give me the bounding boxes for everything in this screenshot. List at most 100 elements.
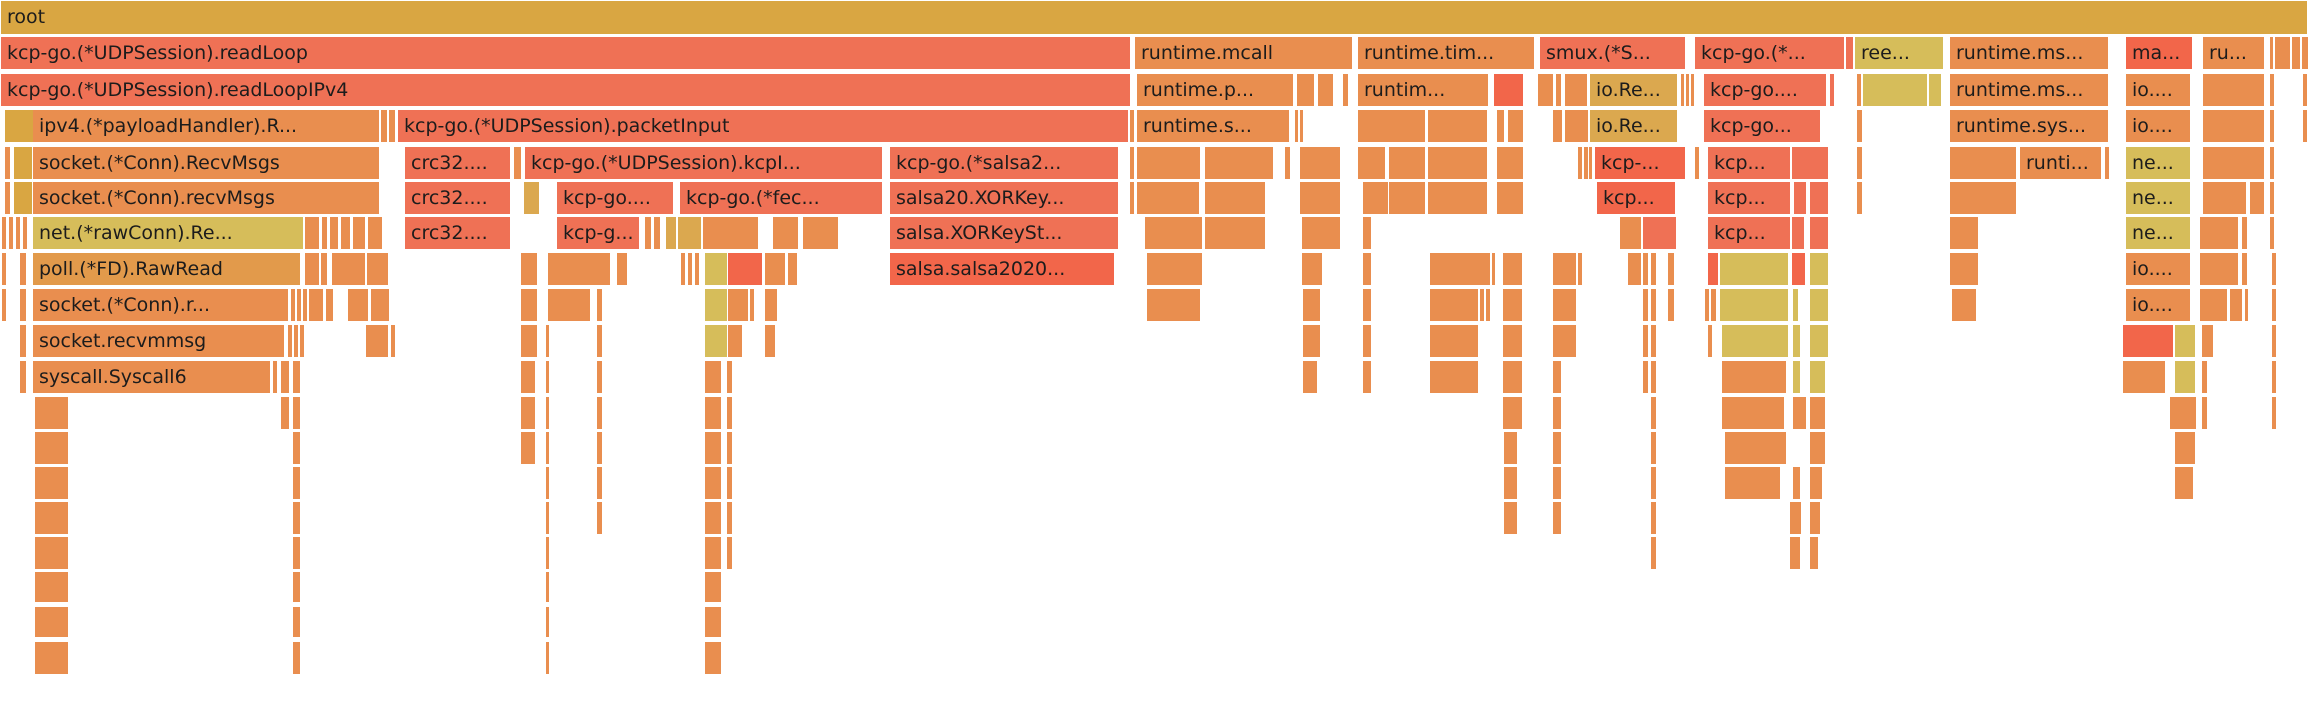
frame-cell[interactable]	[348, 289, 368, 321]
frame-cell[interactable]	[1720, 253, 1788, 285]
frame-cell[interactable]	[546, 467, 549, 499]
frame-cell[interactable]	[2170, 397, 2196, 429]
frame-socket-recvmmsg[interactable]: socket.recvmmsg	[33, 325, 284, 357]
frame-kcp-go[interactable]: kcp-go....	[557, 182, 673, 214]
frame-io[interactable]: io....	[2126, 74, 2190, 106]
frame-cell[interactable]	[1643, 361, 1648, 393]
frame-cell[interactable]	[705, 537, 721, 569]
frame-cell[interactable]	[1494, 74, 1523, 106]
frame-cell[interactable]	[2302, 37, 2308, 69]
frame-cell[interactable]	[330, 217, 338, 249]
frame-cell[interactable]	[1584, 147, 1588, 179]
frame-cell[interactable]	[353, 217, 365, 249]
frame-kcp-go-udpsession-packetinput[interactable]: kcp-go.(*UDPSession).packetInput	[398, 110, 1128, 142]
frame-cell[interactable]	[546, 361, 549, 393]
frame-cell[interactable]	[728, 253, 762, 285]
frame-kcp[interactable]: kcp...	[1708, 147, 1790, 179]
frame-cell[interactable]	[1628, 253, 1641, 285]
frame-cell[interactable]	[1492, 253, 1495, 285]
frame-cell[interactable]	[2123, 325, 2173, 357]
frame-cell[interactable]	[35, 502, 68, 534]
frame-ree[interactable]: ree...	[1855, 37, 1943, 69]
frame-cell[interactable]	[293, 467, 300, 499]
frame-cell[interactable]	[1668, 289, 1674, 321]
frame-cell[interactable]	[1578, 253, 1582, 285]
frame-kcp[interactable]: kcp...	[1597, 182, 1675, 214]
frame-cell[interactable]	[5, 110, 35, 142]
frame-cell[interactable]	[1589, 147, 1592, 179]
frame-poll-fd-rawread[interactable]: poll.(*FD).RawRead	[33, 253, 300, 285]
frame-cell[interactable]	[727, 502, 732, 534]
frame-cell[interactable]	[1681, 74, 1684, 106]
frame-cell[interactable]	[1810, 289, 1828, 321]
frame-cell[interactable]	[1130, 110, 1134, 142]
frame-cell[interactable]	[2, 253, 6, 285]
frame-cell[interactable]	[727, 361, 732, 393]
frame-cell[interactable]	[1929, 74, 1941, 106]
frame-cell[interactable]	[803, 217, 838, 249]
frame-cell[interactable]	[1430, 361, 1478, 393]
frame-cell[interactable]	[1508, 110, 1523, 142]
frame-cell[interactable]	[35, 467, 68, 499]
frame-runtime-p[interactable]: runtime.p...	[1137, 74, 1293, 106]
frame-cell[interactable]	[1363, 325, 1371, 357]
frame-cell[interactable]	[1300, 147, 1340, 179]
frame-cell[interactable]	[305, 253, 319, 285]
frame-socket-conn-r[interactable]: socket.(*Conn).r...	[33, 289, 288, 321]
frame-kcp-g[interactable]: kcp-g...	[557, 217, 639, 249]
frame-cell[interactable]	[9, 217, 13, 249]
frame-cell[interactable]	[341, 217, 350, 249]
frame-cell[interactable]	[521, 325, 537, 357]
frame-cell[interactable]	[728, 325, 742, 357]
frame-cell[interactable]	[1553, 110, 1562, 142]
frame-cell[interactable]	[681, 253, 685, 285]
frame-cell[interactable]	[1686, 74, 1689, 106]
frame-cell[interactable]	[703, 217, 758, 249]
frame-crc32[interactable]: crc32....	[405, 217, 510, 249]
frame-cell[interactable]	[1302, 217, 1340, 249]
frame-cell[interactable]	[1708, 325, 1712, 357]
frame-cell[interactable]	[1722, 361, 1786, 393]
frame-cell[interactable]	[705, 572, 721, 602]
frame-cell[interactable]	[1794, 182, 1806, 214]
frame-kcp-go-fec[interactable]: kcp-go.(*fec...	[680, 182, 882, 214]
frame-cell[interactable]	[1950, 182, 2016, 214]
frame-ma[interactable]: ma...	[2126, 37, 2192, 69]
frame-runtim[interactable]: runtim...	[1358, 74, 1488, 106]
frame-cell[interactable]	[14, 147, 32, 179]
frame-cell[interactable]	[2175, 467, 2193, 499]
frame-cell[interactable]	[368, 217, 382, 249]
frame-cell[interactable]	[1691, 74, 1694, 106]
frame-kcp-go[interactable]: kcp-go...	[1704, 110, 1820, 142]
frame-cell[interactable]	[546, 502, 549, 534]
frame-cell[interactable]	[521, 253, 537, 285]
frame-cell[interactable]	[546, 397, 549, 429]
frame-cell[interactable]	[1830, 74, 1834, 106]
frame-cell[interactable]	[1950, 253, 1978, 285]
frame-cell[interactable]	[597, 502, 602, 534]
frame-cell[interactable]	[2175, 361, 2195, 393]
frame-cell[interactable]	[1857, 147, 1862, 179]
frame-cell[interactable]	[300, 325, 304, 357]
frame-cell[interactable]	[1651, 432, 1656, 464]
frame-cell[interactable]	[1643, 253, 1648, 285]
frame-cell[interactable]	[293, 361, 300, 393]
frame-io[interactable]: io....	[2126, 253, 2190, 285]
frame-cell[interactable]	[1556, 74, 1561, 106]
frame-cell[interactable]	[1363, 289, 1371, 321]
frame-cell[interactable]	[2272, 289, 2276, 321]
frame-cell[interactable]	[1300, 110, 1303, 142]
frame-cell[interactable]	[1389, 182, 1425, 214]
frame-cell[interactable]	[1553, 361, 1561, 393]
frame-cell[interactable]	[1504, 432, 1517, 464]
frame-cell[interactable]	[765, 325, 775, 357]
frame-cell[interactable]	[1497, 182, 1523, 214]
frame-cell[interactable]	[1137, 147, 1200, 179]
frame-cell[interactable]	[367, 253, 388, 285]
frame-cell[interactable]	[1810, 361, 1825, 393]
frame-cell[interactable]	[1651, 361, 1656, 393]
frame-cell[interactable]	[1565, 74, 1587, 106]
frame-syscall-syscall6[interactable]: syscall.Syscall6	[33, 361, 270, 393]
frame-cell[interactable]	[546, 537, 549, 569]
frame-cell[interactable]	[1790, 502, 1801, 534]
